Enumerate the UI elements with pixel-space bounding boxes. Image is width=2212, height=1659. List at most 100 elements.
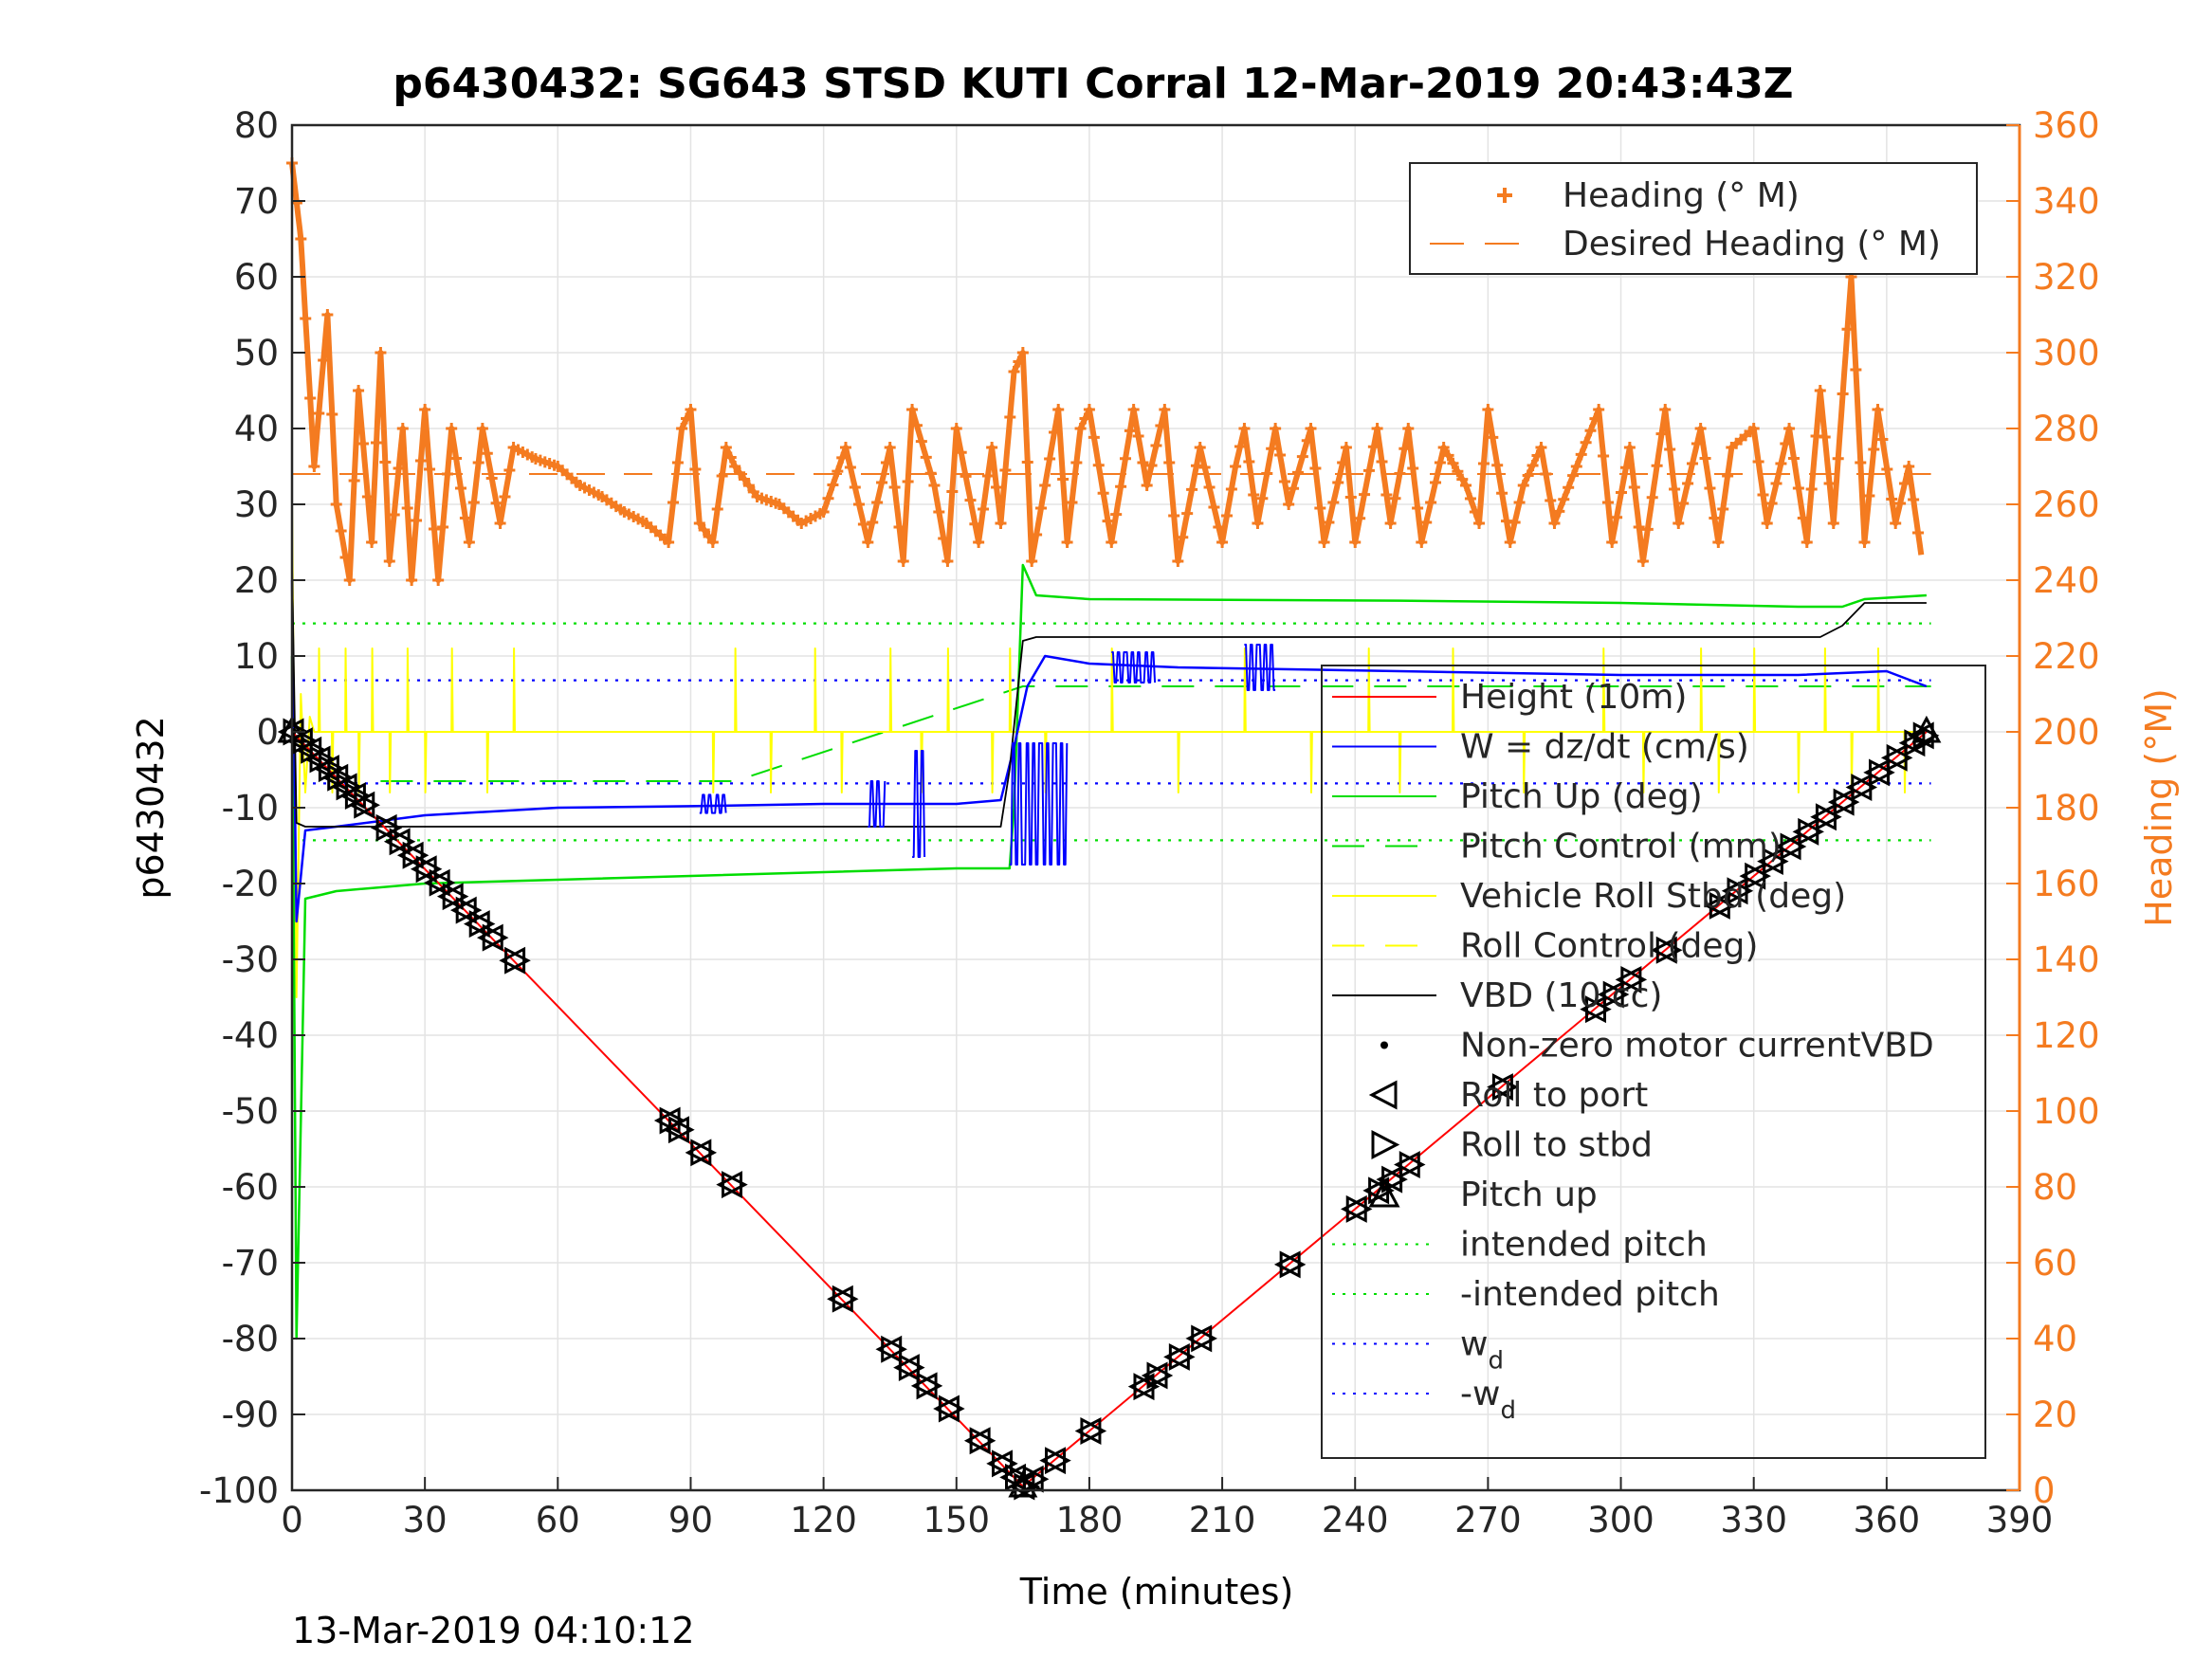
y-tick-label-right: 100 xyxy=(2033,1091,2100,1132)
roll-to-stbd-marker xyxy=(1133,1373,1161,1401)
roll-to-stbd-marker xyxy=(1381,1165,1408,1194)
roll-to-port-marker xyxy=(1394,1151,1420,1179)
legend-pitch-up-marker-label: Pitch up xyxy=(1460,1176,1598,1214)
roll-to-stbd-marker xyxy=(1869,758,1895,787)
roll-to-port-marker xyxy=(716,1171,743,1199)
legend-minus-intended-pitch-label: -intended pitch xyxy=(1460,1275,1720,1314)
roll-to-stbd-marker xyxy=(991,1449,1018,1478)
legend-vehicle-roll-label: Vehicle Roll Stbd (deg) xyxy=(1460,877,1846,916)
roll-to-port-marker xyxy=(1487,1073,1513,1102)
roll-to-port-marker xyxy=(1141,1361,1168,1390)
roll-to-port-marker xyxy=(295,736,322,764)
roll-to-port-marker xyxy=(1810,803,1837,831)
roll-to-port-marker xyxy=(663,1116,689,1144)
roll-to-stbd-marker xyxy=(1602,980,1630,1009)
x-tick-label: 210 xyxy=(1189,1500,1256,1540)
y-tick-label-left: -80 xyxy=(222,1319,279,1359)
y-axis-label-left: p6430432 xyxy=(130,716,172,899)
y-tick-label-left: -70 xyxy=(222,1243,279,1284)
roll-to-port-marker xyxy=(1597,980,1624,1009)
y-tick-label-right: 240 xyxy=(2033,560,2100,601)
roll-to-stbd-marker xyxy=(354,791,380,819)
roll-to-port-marker xyxy=(339,782,366,811)
roll-to-port-marker xyxy=(499,946,526,975)
series-w-burst xyxy=(1009,742,1069,866)
roll-to-stbd-marker xyxy=(916,1372,943,1400)
chart-title: p6430432: SG643 STSD KUTI Corral 12-Mar-… xyxy=(393,60,1793,108)
y-tick-label-left: -10 xyxy=(222,788,279,829)
roll-to-port-marker xyxy=(1704,891,1730,920)
roll-to-stbd-marker xyxy=(1851,774,1878,802)
series-w-burst xyxy=(1111,651,1157,684)
roll-to-port-marker xyxy=(1845,774,1873,802)
roll-to-stbd-marker xyxy=(1745,862,1771,890)
roll-to-port-marker xyxy=(1880,743,1908,772)
roll-to-stbd-marker xyxy=(402,841,430,869)
y-tick-label-right: 0 xyxy=(2033,1470,2056,1511)
footer-timestamp: 13-Mar-2019 04:10:12 xyxy=(292,1610,695,1651)
roll-to-port-marker xyxy=(1039,1447,1067,1475)
y-tick-label-left: 20 xyxy=(234,560,279,601)
roll-to-port-marker xyxy=(1340,1194,1367,1223)
y-tick-label-left: 30 xyxy=(234,484,279,525)
y-tick-label-left: 40 xyxy=(234,409,279,449)
roll-to-stbd-marker xyxy=(1045,1447,1071,1475)
roll-to-port-marker xyxy=(1651,936,1677,964)
x-tick-label: 120 xyxy=(790,1500,857,1540)
series-w xyxy=(290,579,1928,923)
roll-to-port-marker xyxy=(370,813,397,842)
series-w-burst xyxy=(912,750,926,858)
series-w-burst xyxy=(699,793,727,814)
roll-to-stbd-marker xyxy=(389,828,416,856)
roll-to-stbd-marker xyxy=(1345,1194,1373,1223)
roll-to-port-marker xyxy=(449,896,477,924)
roll-to-port-marker xyxy=(1273,1250,1301,1279)
y-tick-label-left: 0 xyxy=(256,712,279,753)
y-tick-label-right: 280 xyxy=(2033,409,2100,449)
y-tick-label-left: -40 xyxy=(222,1015,279,1056)
roll-to-port-marker xyxy=(893,1354,920,1382)
legend-roll-to-port-symbol xyxy=(1368,1080,1398,1110)
y-tick-label-right: 40 xyxy=(2033,1319,2077,1359)
y-tick-label-right: 360 xyxy=(2033,105,2100,146)
roll-to-stbd-marker xyxy=(881,1335,907,1363)
roll-to-stbd-marker xyxy=(1762,848,1789,876)
series-pitch-control xyxy=(380,685,1931,782)
y-tick-label-right: 160 xyxy=(2033,864,2100,904)
roll-to-port-marker xyxy=(986,1449,1013,1478)
roll-to-stbd-marker xyxy=(1368,1176,1395,1205)
roll-to-stbd-marker xyxy=(1191,1324,1217,1353)
legend-roll-to-stbd-symbol xyxy=(1371,1130,1400,1159)
roll-to-port-marker xyxy=(1739,862,1766,890)
roll-to-port-marker xyxy=(1074,1416,1102,1445)
roll-to-port-marker xyxy=(303,745,331,774)
roll-to-stbd-marker xyxy=(1022,1465,1050,1493)
y-tick-label-left: 10 xyxy=(234,636,279,677)
roll-to-stbd-marker xyxy=(832,1285,859,1313)
legend-heading-marker xyxy=(1497,188,1512,203)
legend-heading-label: Heading (° M) xyxy=(1563,176,1800,215)
roll-to-port-marker xyxy=(476,923,503,952)
roll-to-stbd-marker xyxy=(898,1354,925,1382)
axes: 0 30 60 90 120 150 180 210 240 270 300 330 360 390807… xyxy=(199,105,2100,1540)
roll-to-stbd-marker xyxy=(1080,1416,1107,1445)
legend-heading-box xyxy=(1409,162,1978,275)
roll-to-port-marker xyxy=(910,1372,938,1400)
series-vbd xyxy=(291,564,1927,828)
roll-to-stbd-marker xyxy=(1398,1151,1426,1179)
roll-to-port-marker xyxy=(396,841,424,869)
roll-to-stbd-marker xyxy=(938,1395,965,1423)
legend-height-label: Height (10m) xyxy=(1460,678,1687,717)
y-axis-label-right: Heading (°M) xyxy=(2138,688,2180,927)
roll-to-port-marker xyxy=(653,1106,681,1135)
y-tick-label-right: 140 xyxy=(2033,939,2100,980)
x-tick-label: 390 xyxy=(1986,1500,2054,1540)
legend-desired-heading-label: Desired Heading (° M) xyxy=(1563,225,1941,264)
roll-to-port-marker xyxy=(1721,877,1748,905)
roll-to-port-marker xyxy=(1163,1342,1190,1371)
y-tick-label-left: -90 xyxy=(222,1395,279,1435)
roll-to-port-marker xyxy=(383,828,411,856)
roll-to-stbd-marker xyxy=(667,1116,695,1144)
roll-to-port-marker xyxy=(1774,832,1801,861)
legend-w-label: W = dz/dt (cm/s) xyxy=(1460,728,1749,767)
